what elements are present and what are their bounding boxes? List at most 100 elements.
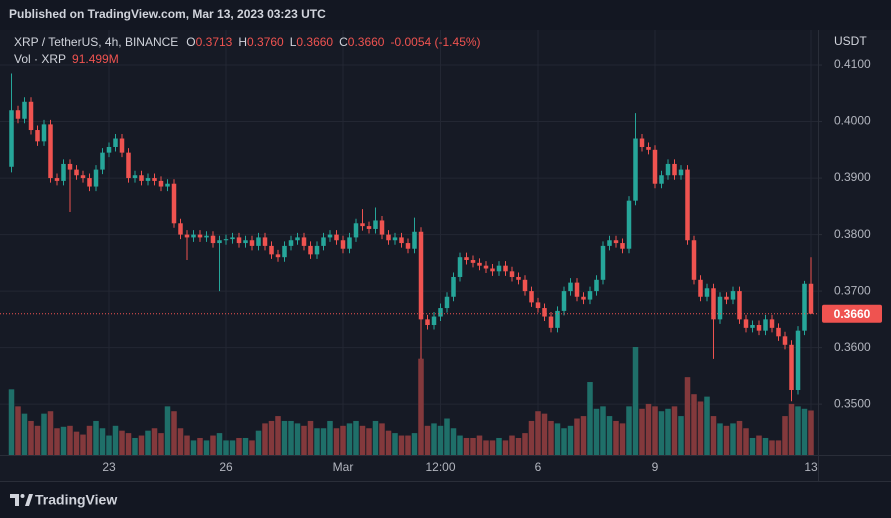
volume-bar: [34, 425, 41, 455]
candle-body: [763, 319, 768, 331]
l-key: L: [290, 35, 297, 49]
candle-body: [327, 234, 333, 238]
volume-bar: [723, 425, 730, 455]
candle-body: [236, 237, 242, 244]
volume-bar: [184, 435, 190, 455]
candle-body: [795, 330, 801, 391]
candle-body: [698, 279, 703, 297]
candle-body: [470, 260, 476, 263]
candle-body: [789, 344, 794, 391]
volume-bar: [775, 440, 782, 455]
candle-body: [665, 163, 671, 176]
volume-bar: [613, 420, 619, 455]
candle-body: [483, 265, 489, 269]
candle-body: [340, 240, 346, 249]
volume-bar: [15, 406, 21, 455]
volume-bar: [54, 428, 60, 455]
candle-body: [139, 175, 144, 181]
volume-bar: [782, 416, 788, 455]
candle-layer: [9, 73, 814, 402]
c-key: C: [339, 35, 348, 49]
volume-bar: [476, 435, 483, 455]
volume-bar: [197, 437, 203, 455]
volume-bar: [658, 411, 665, 455]
candle-body: [594, 279, 599, 292]
candle-body: [386, 234, 391, 241]
candle-body: [509, 271, 515, 277]
x-tick-label: Mar: [333, 460, 354, 474]
candle-body: [262, 237, 268, 246]
volume-bar: [86, 425, 93, 455]
volume-bar: [112, 425, 119, 455]
candle-body: [451, 276, 456, 297]
candle-body: [457, 257, 463, 277]
volume-bar: [424, 425, 431, 455]
volume-bar: [710, 416, 717, 455]
volume-bar: [652, 406, 658, 455]
volume-bar: [125, 433, 132, 455]
volume-bar: [450, 428, 457, 455]
candle-body: [269, 245, 274, 255]
volume-bar: [418, 358, 424, 455]
volume-bar: [314, 428, 320, 455]
volume-bar: [327, 420, 333, 455]
candle-body: [9, 110, 14, 167]
candle-body: [769, 319, 775, 328]
candle-body: [35, 130, 40, 142]
volume-bar: [242, 437, 249, 455]
candle-body: [15, 110, 21, 119]
candle-body: [613, 240, 619, 244]
volume-bar: [496, 437, 502, 455]
volume-bar: [528, 420, 535, 455]
candle-body: [691, 240, 697, 280]
volume-bar: [762, 437, 769, 455]
volume-bar: [177, 428, 184, 455]
volume-bar: [151, 428, 158, 455]
volume-bar: [457, 435, 463, 455]
y-tick-label: 0.3500: [834, 396, 871, 410]
volume-bar: [535, 411, 541, 455]
volume-bar: [359, 425, 366, 455]
volume-bar: [548, 420, 554, 455]
candle-body: [672, 163, 677, 176]
volume-bar: [288, 420, 294, 455]
volume-bar: [47, 411, 54, 455]
candle-body: [308, 245, 313, 255]
candle-body: [438, 308, 443, 317]
y-tick-label: 0.3800: [834, 227, 871, 241]
volume-bar: [704, 396, 710, 455]
volume-bar: [119, 430, 125, 455]
volume-bar: [93, 420, 99, 455]
candle-body: [412, 231, 417, 249]
candle-body: [574, 282, 580, 297]
candle-body: [373, 220, 378, 229]
volume-bar: [8, 389, 15, 455]
volume-bar: [717, 423, 723, 455]
candle-body: [600, 245, 606, 280]
candle-body: [529, 291, 534, 303]
candle-body: [288, 240, 294, 246]
volume-bar: [691, 394, 697, 455]
volume-bar: [333, 428, 340, 455]
candle-body: [685, 169, 690, 241]
volume-bar: [444, 418, 450, 455]
volume-bar: [80, 434, 86, 455]
candle-body: [620, 243, 625, 249]
volume-bar: [398, 435, 405, 455]
volume-bar: [340, 425, 346, 455]
volume-bar: [236, 437, 242, 455]
x-tick-label: 26: [219, 460, 233, 474]
candle-body: [522, 279, 528, 292]
candle-body: [379, 220, 385, 235]
volume-bar: [67, 425, 73, 455]
volume-bar: [41, 413, 47, 455]
h-value: 0.3760: [247, 35, 284, 49]
volume-bar: [431, 423, 437, 455]
volume-bar: [346, 423, 353, 455]
volume-bar: [665, 408, 671, 455]
volume-bar: [463, 437, 470, 455]
candle-body: [210, 235, 216, 244]
candle-body: [165, 183, 170, 187]
candle-body: [132, 175, 138, 179]
